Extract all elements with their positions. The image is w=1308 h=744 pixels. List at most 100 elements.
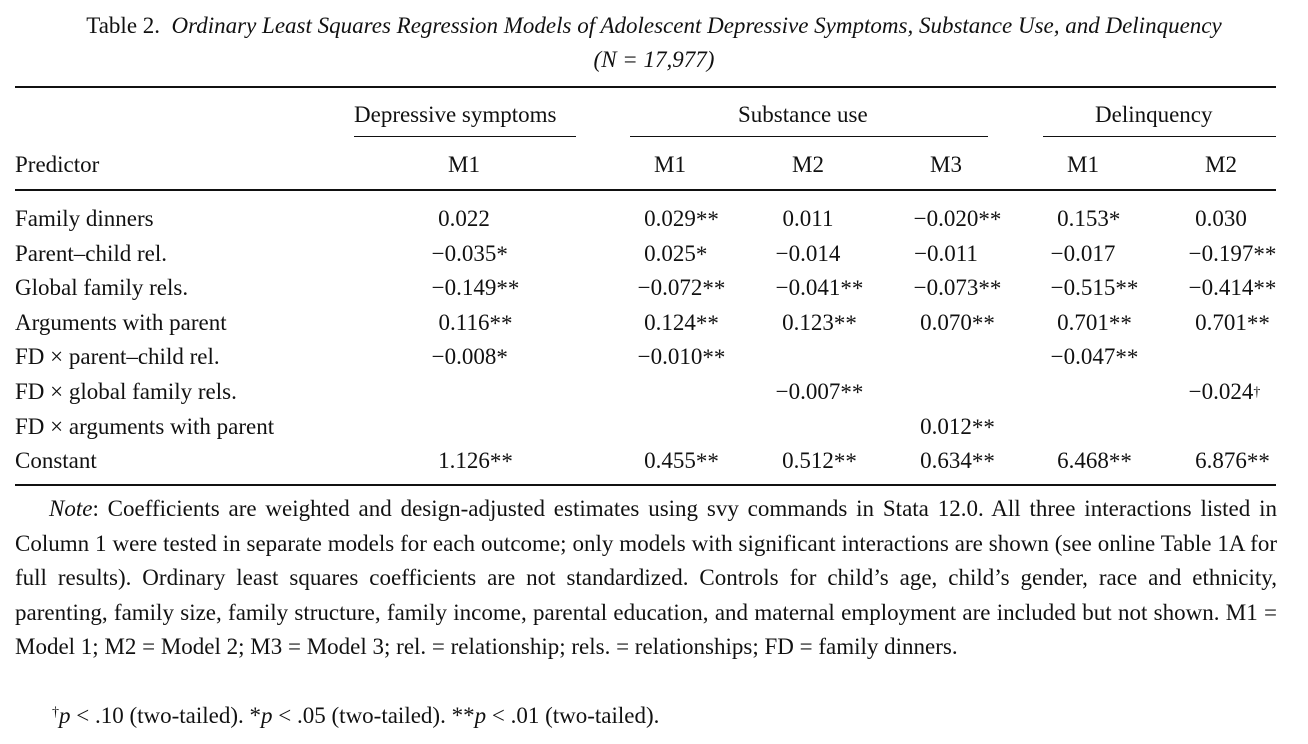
coef-value: 1.126 ** [438, 448, 513, 475]
table-caption: Table 2. Ordinary Least Squares Regressi… [0, 11, 1308, 41]
significance-marker: ** [1253, 276, 1277, 302]
table-label: Table 2. [86, 13, 161, 38]
coef-sub-m3: −0.011 [914, 240, 978, 268]
significance-marker: ** [971, 310, 995, 336]
coef-value: −0.008 * [431, 344, 508, 371]
coef-sub-m2: −0.014 [776, 240, 841, 268]
significance-marker: * [1108, 207, 1121, 232]
significance-marker: ** [1246, 310, 1270, 336]
significance-marker: ** [978, 276, 1002, 302]
row-label: Global family rels. [15, 275, 189, 301]
coef-value: 0.025 * [644, 240, 708, 267]
significance-marker: ** [1115, 276, 1139, 302]
bottom-rule [15, 484, 1276, 486]
coef-value: −0.035 * [431, 240, 508, 267]
coef-del-m1: −0.017 [1051, 240, 1116, 268]
coef-value: −0.011 [914, 240, 978, 266]
note-text: : Coefficients are weighted and design-a… [15, 496, 1277, 660]
row-label: FD × arguments with parent [15, 413, 275, 439]
coef-value: 0.701 ** [1195, 309, 1270, 336]
header-sub-m1: M1 [654, 152, 686, 177]
significance-marker: * [496, 241, 508, 267]
coef-dep-m1: −0.008 * [431, 343, 508, 371]
coef-del-m2: −0.197 ** [1189, 240, 1277, 268]
table-title: Ordinary Least Squares Regression Models… [171, 13, 1222, 38]
coef-del-m2: 6.876 ** [1195, 447, 1270, 475]
coef-del-m1: 0.153 * [1057, 205, 1121, 233]
significance-marker: * [496, 345, 508, 371]
coef-value: −0.414 ** [1188, 275, 1277, 302]
significance-marker: ** [702, 345, 726, 371]
significance-marker: ** [840, 380, 864, 405]
coef-value: 0.455 ** [644, 448, 719, 475]
coef-dep-m1: 1.126 ** [438, 447, 513, 475]
header-sub-m2: M2 [792, 152, 824, 177]
significance-marker: ** [1115, 345, 1139, 371]
row-label: Arguments with parent [15, 309, 227, 335]
group-delinquency: Delinquency [1095, 102, 1213, 127]
coef-dep-m1: 0.116 ** [438, 309, 513, 337]
coef-value: 0.029 ** [644, 206, 719, 232]
coef-value: −0.073 ** [913, 275, 1002, 302]
coef-value: 6.876 ** [1195, 448, 1270, 475]
coef-dep-m1: 0.022 [438, 205, 490, 233]
coef-sub-m3: 0.012 ** [920, 413, 995, 441]
coef-del-m1: 0.701 ** [1057, 309, 1132, 337]
coef-del-m1: 6.468 ** [1057, 447, 1132, 475]
coef-value: 0.116 ** [438, 309, 513, 336]
header-del-m1: M1 [1067, 152, 1099, 177]
significance-footnote: †p < .10 (two-tailed). *p < .05 (two-tai… [52, 703, 660, 728]
predictor-header: Predictor [15, 152, 100, 177]
coef-value: 0.123 ** [782, 309, 857, 336]
coef-value: 0.070 ** [920, 309, 995, 336]
coef-sub-m2: −0.007 ** [776, 378, 864, 406]
coef-value: 0.012 ** [920, 413, 995, 440]
coef-sub-m2: 0.512 ** [782, 447, 857, 475]
table-note: Note: Coefficients are weighted and desi… [15, 492, 1277, 665]
coef-value: 0.701 ** [1057, 309, 1132, 336]
row-label: FD × global family rels. [15, 379, 237, 404]
coef-sub-m1: 0.029 ** [644, 205, 719, 233]
significance-marker: ** [971, 449, 995, 475]
header-rule [15, 189, 1276, 191]
group-depressive-symptoms: Depressive symptoms [354, 102, 557, 127]
significance-marker: ** [1108, 449, 1132, 475]
coef-del-m2: 0.030 [1195, 205, 1247, 233]
coef-value: −0.515 ** [1050, 275, 1139, 302]
row-label: Family dinners [15, 206, 154, 231]
row-label: FD × parent–child rel. [15, 344, 220, 370]
significance-marker: ** [833, 449, 857, 475]
coef-sub-m3: 0.070 ** [920, 309, 995, 337]
significance-marker: * [695, 241, 708, 267]
group-substance-use: Substance use [738, 102, 868, 127]
significance-marker: ** [833, 310, 857, 336]
coef-value: 0.022 [438, 206, 490, 231]
coef-del-m2: −0.414 ** [1188, 274, 1277, 302]
significance-marker: ** [496, 276, 520, 302]
coef-del-m1: −0.047 ** [1050, 343, 1139, 371]
coef-value: −0.014 [775, 240, 841, 266]
coef-value: −0.017 [1050, 240, 1116, 266]
significance-marker: ** [1253, 241, 1277, 267]
coef-value: −0.041 ** [775, 275, 864, 302]
coef-dep-m1: −0.149 ** [432, 274, 520, 302]
top-rule [15, 86, 1276, 88]
significance-marker: † [1253, 385, 1261, 400]
significance-marker: ** [978, 207, 1002, 232]
spanner-depressive [354, 136, 576, 138]
significance-marker: ** [489, 310, 513, 336]
coef-sub-m1: 0.455 ** [644, 447, 719, 475]
significance-marker: ** [489, 449, 513, 475]
coef-value: −0.047 ** [1050, 344, 1139, 371]
spanner-delinquency [1043, 136, 1276, 138]
spanner-substance [630, 136, 988, 138]
coef-sub-m3: −0.020 ** [914, 205, 1002, 233]
coef-value: 6.468 ** [1057, 448, 1132, 475]
coef-sub-m1: 0.025 * [644, 240, 708, 268]
significance-marker: ** [695, 310, 719, 336]
dagger-symbol: † [52, 705, 59, 720]
sample-size: (N = 17,977) [593, 47, 715, 72]
coef-value: 0.153 * [1057, 206, 1121, 232]
coef-del-m2: 0.701 ** [1195, 309, 1270, 337]
significance-marker: ** [695, 449, 719, 475]
